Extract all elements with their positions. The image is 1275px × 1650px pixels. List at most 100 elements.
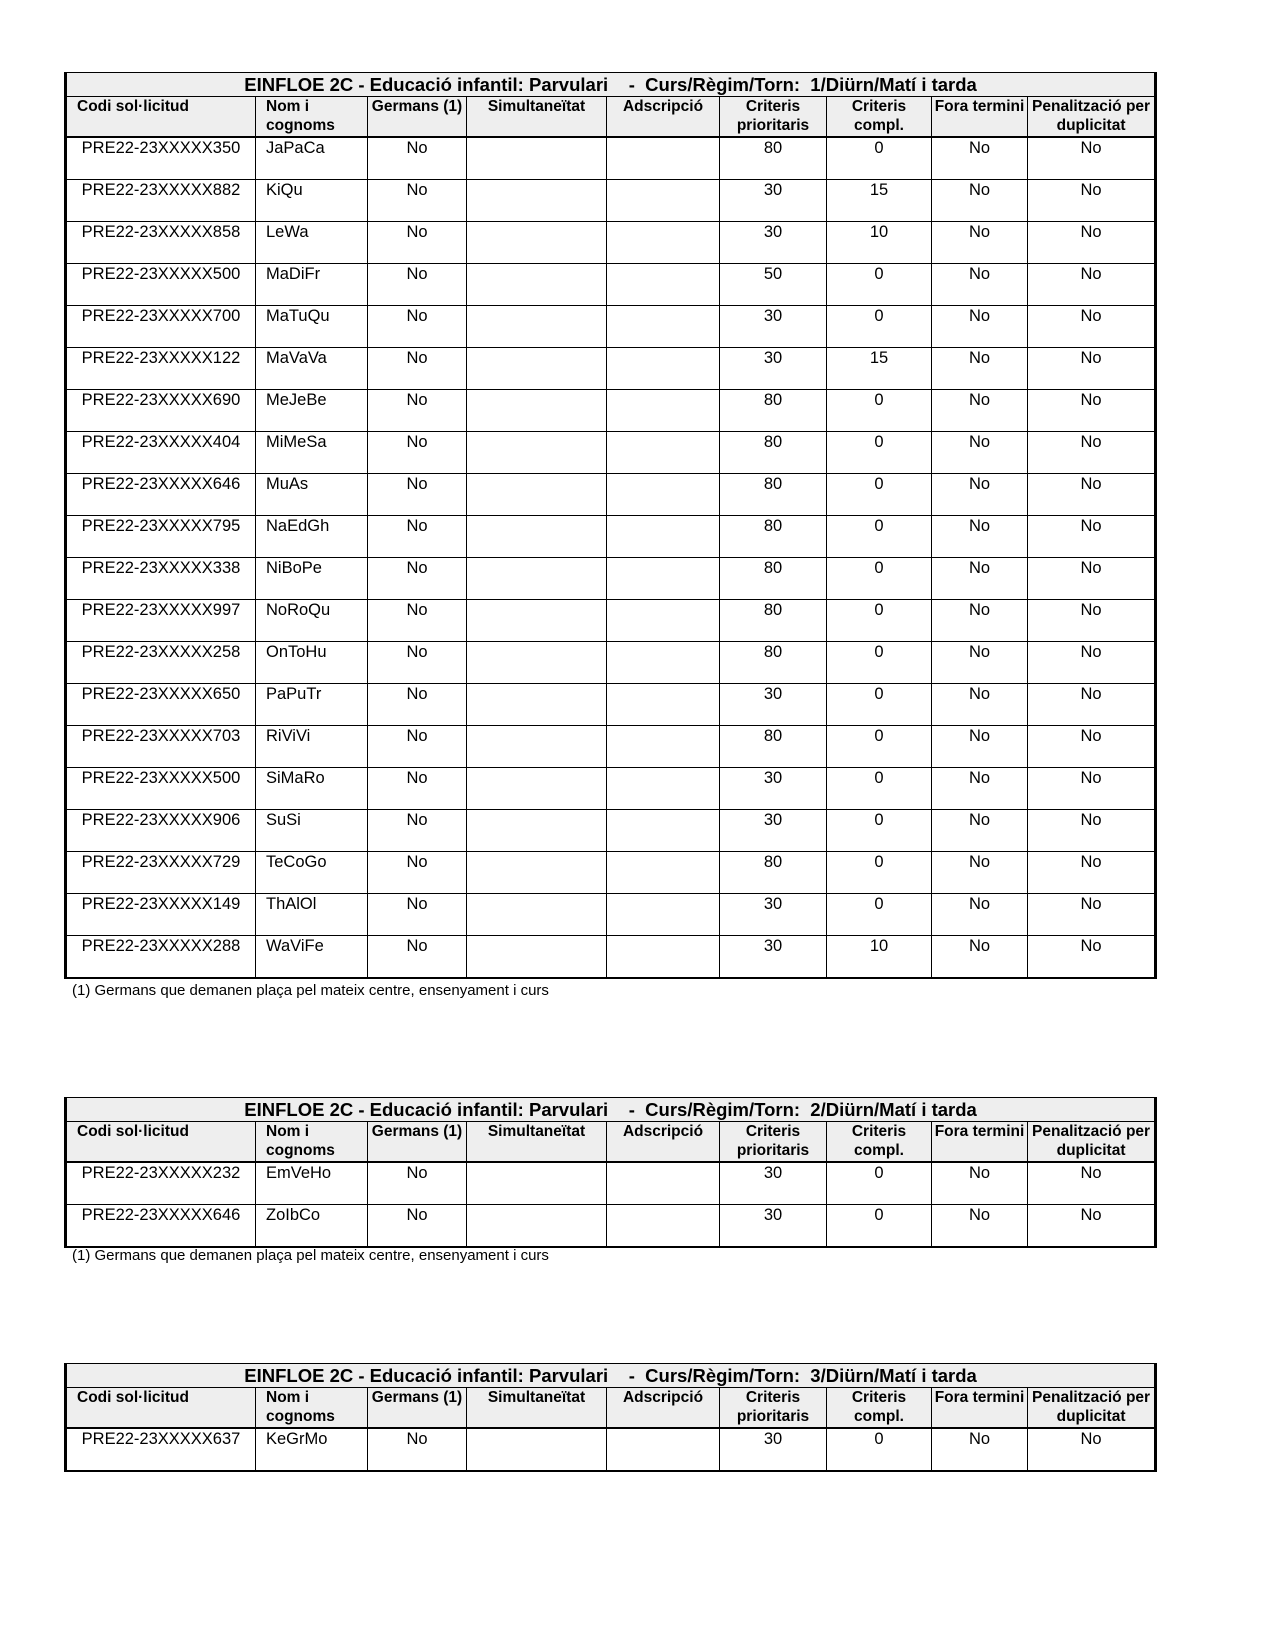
name-cell: KiQu	[255, 179, 368, 222]
column-header: Germans (1)	[367, 1121, 467, 1163]
column-header: Codi sol·licitud	[64, 96, 256, 138]
duplicate-penalty-cell: No	[1026, 1204, 1158, 1248]
simultaneity-cell	[466, 136, 607, 180]
priority-criteria-cell: 30	[719, 1204, 827, 1248]
complementary-criteria-cell: 0	[826, 389, 932, 432]
name-cell: ThAlOl	[255, 893, 368, 936]
name-cell: MiMeSa	[255, 431, 368, 474]
column-header: Nom i cognoms	[255, 96, 368, 138]
table-row: PRE22-23XXXXX906 SuSi No 30 0 No No	[64, 809, 1158, 852]
code-cell: PRE22-23XXXXX690	[64, 389, 256, 432]
name-cell: SuSi	[255, 809, 368, 852]
adscription-cell	[606, 305, 720, 348]
adscription-cell	[606, 221, 720, 264]
duplicate-penalty-cell: No	[1026, 1427, 1158, 1472]
column-header: Fora termini	[931, 1121, 1028, 1163]
simultaneity-cell	[466, 1161, 607, 1205]
duplicate-penalty-cell: No	[1026, 851, 1158, 894]
simultaneity-cell	[466, 893, 607, 936]
adscription-cell	[606, 1427, 720, 1472]
siblings-cell: No	[367, 767, 467, 810]
code-cell: PRE22-23XXXXX646	[64, 1204, 256, 1248]
simultaneity-cell	[466, 179, 607, 222]
simultaneity-cell	[466, 305, 607, 348]
siblings-cell: No	[367, 179, 467, 222]
code-cell: PRE22-23XXXXX650	[64, 683, 256, 726]
code-cell: PRE22-23XXXXX729	[64, 851, 256, 894]
name-cell: MeJeBe	[255, 389, 368, 432]
complementary-criteria-cell: 0	[826, 305, 932, 348]
table-row: PRE22-23XXXXX288 WaViFe No 30 10 No No	[64, 935, 1158, 979]
siblings-cell: No	[367, 347, 467, 390]
late-cell: No	[931, 347, 1028, 390]
complementary-criteria-cell: 0	[826, 809, 932, 852]
simultaneity-cell	[466, 557, 607, 600]
table-row: PRE22-23XXXXX882 KiQu No 30 15 No No	[64, 179, 1158, 222]
complementary-criteria-cell: 15	[826, 347, 932, 390]
simultaneity-cell	[466, 263, 607, 306]
simultaneity-cell	[466, 935, 607, 979]
duplicate-penalty-cell: No	[1026, 725, 1158, 768]
complementary-criteria-cell: 10	[826, 221, 932, 264]
complementary-criteria-cell: 0	[826, 767, 932, 810]
priority-criteria-cell: 30	[719, 221, 827, 264]
duplicate-penalty-cell: No	[1026, 641, 1158, 684]
simultaneity-cell	[466, 599, 607, 642]
complementary-criteria-cell: 0	[826, 1427, 932, 1472]
late-cell: No	[931, 599, 1028, 642]
table-row: PRE22-23XXXXX690 MeJeBe No 80 0 No No	[64, 389, 1158, 432]
column-header: Simultaneïtat	[466, 1387, 607, 1429]
column-header: Fora termini	[931, 1387, 1028, 1429]
adscription-cell	[606, 389, 720, 432]
column-header: Nom i cognoms	[255, 1121, 368, 1163]
code-cell: PRE22-23XXXXX149	[64, 893, 256, 936]
admissions-table: EINFLOE 2C - Educació infantil: Parvular…	[63, 1097, 1158, 1248]
late-cell: No	[931, 473, 1028, 516]
late-cell: No	[931, 263, 1028, 306]
code-cell: PRE22-23XXXXX637	[64, 1427, 256, 1472]
late-cell: No	[931, 893, 1028, 936]
table-row: PRE22-23XXXXX858 LeWa No 30 10 No No	[64, 221, 1158, 264]
duplicate-penalty-cell: No	[1026, 809, 1158, 852]
code-cell: PRE22-23XXXXX882	[64, 179, 256, 222]
priority-criteria-cell: 30	[719, 347, 827, 390]
siblings-cell: No	[367, 263, 467, 306]
priority-criteria-cell: 80	[719, 431, 827, 474]
duplicate-penalty-cell: No	[1026, 431, 1158, 474]
complementary-criteria-cell: 0	[826, 557, 932, 600]
complementary-criteria-cell: 0	[826, 136, 932, 180]
admissions-table: EINFLOE 2C - Educació infantil: Parvular…	[63, 1363, 1158, 1472]
priority-criteria-cell: 30	[719, 893, 827, 936]
table-row: PRE22-23XXXXX700 MaTuQu No 30 0 No No	[64, 305, 1158, 348]
table-row: PRE22-23XXXXX646 ZoIbCo No 30 0 No No	[64, 1204, 1158, 1248]
siblings-cell: No	[367, 599, 467, 642]
priority-criteria-cell: 80	[719, 473, 827, 516]
priority-criteria-cell: 80	[719, 389, 827, 432]
table-row: PRE22-23XXXXX122 MaVaVa No 30 15 No No	[64, 347, 1158, 390]
simultaneity-cell	[466, 1427, 607, 1472]
adscription-cell	[606, 179, 720, 222]
name-cell: MuAs	[255, 473, 368, 516]
siblings-cell: No	[367, 473, 467, 516]
siblings-cell: No	[367, 851, 467, 894]
table-title: EINFLOE 2C - Educació infantil: Parvular…	[63, 1097, 1158, 1122]
column-header: Criteris prioritaris	[719, 1121, 827, 1163]
code-cell: PRE22-23XXXXX703	[64, 725, 256, 768]
name-cell: WaViFe	[255, 935, 368, 979]
late-cell: No	[931, 179, 1028, 222]
simultaneity-cell	[466, 809, 607, 852]
name-cell: NaEdGh	[255, 515, 368, 558]
complementary-criteria-cell: 0	[826, 725, 932, 768]
late-cell: No	[931, 136, 1028, 180]
table-row: PRE22-23XXXXX646 MuAs No 80 0 No No	[64, 473, 1158, 516]
name-cell: MaVaVa	[255, 347, 368, 390]
priority-criteria-cell: 80	[719, 557, 827, 600]
code-cell: PRE22-23XXXXX906	[64, 809, 256, 852]
siblings-cell: No	[367, 136, 467, 180]
duplicate-penalty-cell: No	[1026, 1161, 1158, 1205]
complementary-criteria-cell: 0	[826, 851, 932, 894]
table-title: EINFLOE 2C - Educació infantil: Parvular…	[63, 72, 1158, 97]
adscription-cell	[606, 136, 720, 180]
code-cell: PRE22-23XXXXX700	[64, 305, 256, 348]
code-cell: PRE22-23XXXXX500	[64, 767, 256, 810]
